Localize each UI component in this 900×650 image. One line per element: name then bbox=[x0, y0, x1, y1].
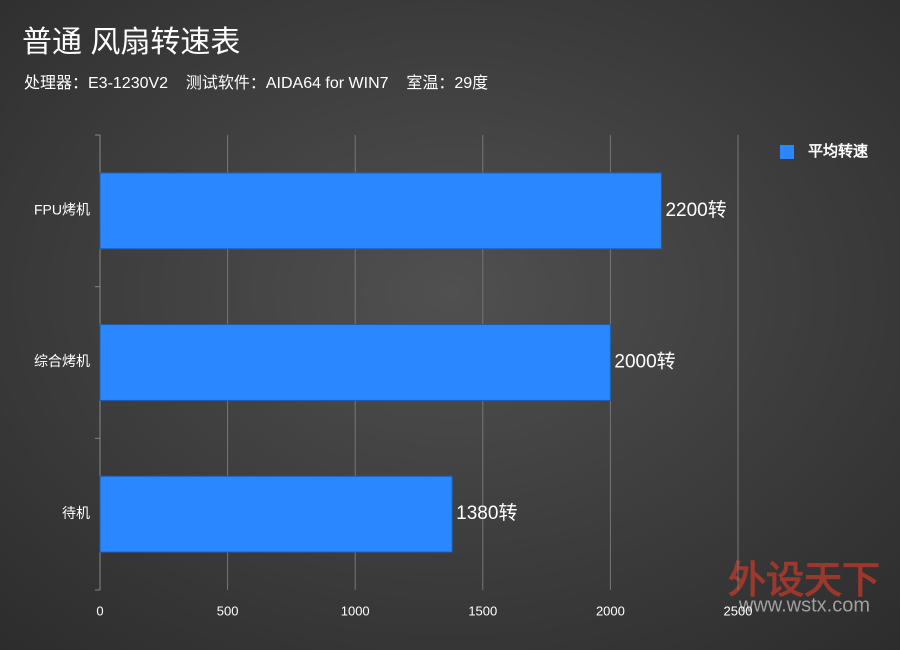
value-label: 2000转 bbox=[614, 351, 675, 373]
x-tick-label: 2500 bbox=[724, 603, 753, 618]
x-tick-label: 500 bbox=[217, 603, 239, 618]
x-tick-label: 2000 bbox=[596, 603, 625, 618]
value-label: 1380转 bbox=[456, 502, 517, 524]
legend-swatch bbox=[780, 145, 794, 159]
watermark-brand: 外设天下 bbox=[728, 560, 880, 602]
watermark-url: www.wstx.com bbox=[738, 594, 870, 616]
y-tick-label: 综合烤机 bbox=[34, 353, 90, 369]
x-tick-label: 1000 bbox=[341, 603, 370, 618]
x-tick-label: 1500 bbox=[468, 603, 497, 618]
chart-subtitle: 处理器：E3-1230V2 测试软件：AIDA64 for WIN7 室温：29… bbox=[24, 74, 488, 92]
y-tick-label: FPU烤机 bbox=[34, 202, 90, 218]
x-tick-label: 0 bbox=[96, 603, 103, 618]
chart-title: 普通 风扇转速表 bbox=[22, 26, 240, 59]
bar bbox=[99, 324, 611, 401]
legend-label: 平均转速 bbox=[808, 142, 868, 160]
bar bbox=[99, 172, 662, 250]
y-tick-label: 待机 bbox=[62, 505, 90, 521]
bar bbox=[99, 475, 453, 553]
value-label: 2200转 bbox=[665, 199, 726, 221]
